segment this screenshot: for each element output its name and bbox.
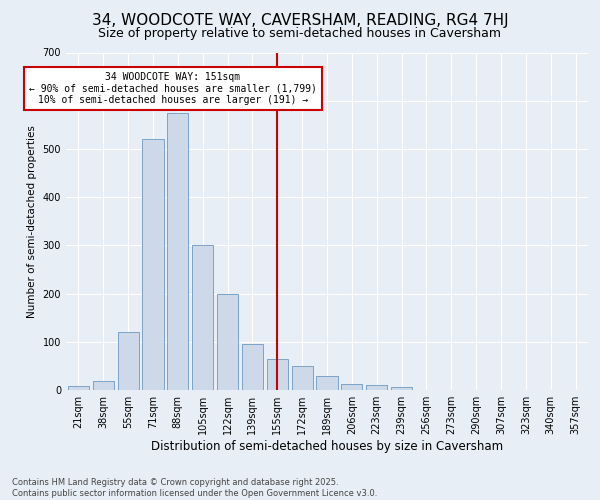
Bar <box>242 344 263 390</box>
Bar <box>341 384 362 390</box>
Text: 34, WOODCOTE WAY, CAVERSHAM, READING, RG4 7HJ: 34, WOODCOTE WAY, CAVERSHAM, READING, RG… <box>92 12 508 28</box>
Bar <box>217 294 238 390</box>
Bar <box>167 113 188 390</box>
Bar <box>366 385 387 390</box>
Bar <box>292 366 313 390</box>
Text: 34 WOODCOTE WAY: 151sqm
← 90% of semi-detached houses are smaller (1,799)
10% of: 34 WOODCOTE WAY: 151sqm ← 90% of semi-de… <box>29 72 317 105</box>
Bar <box>118 332 139 390</box>
Bar <box>142 140 164 390</box>
Y-axis label: Number of semi-detached properties: Number of semi-detached properties <box>27 125 37 318</box>
Text: Contains HM Land Registry data © Crown copyright and database right 2025.
Contai: Contains HM Land Registry data © Crown c… <box>12 478 377 498</box>
Bar <box>316 376 338 390</box>
Bar <box>267 358 288 390</box>
Bar <box>68 386 89 390</box>
Bar <box>391 386 412 390</box>
Bar <box>93 382 114 390</box>
X-axis label: Distribution of semi-detached houses by size in Caversham: Distribution of semi-detached houses by … <box>151 440 503 453</box>
Text: Size of property relative to semi-detached houses in Caversham: Size of property relative to semi-detach… <box>98 28 502 40</box>
Bar <box>192 246 213 390</box>
